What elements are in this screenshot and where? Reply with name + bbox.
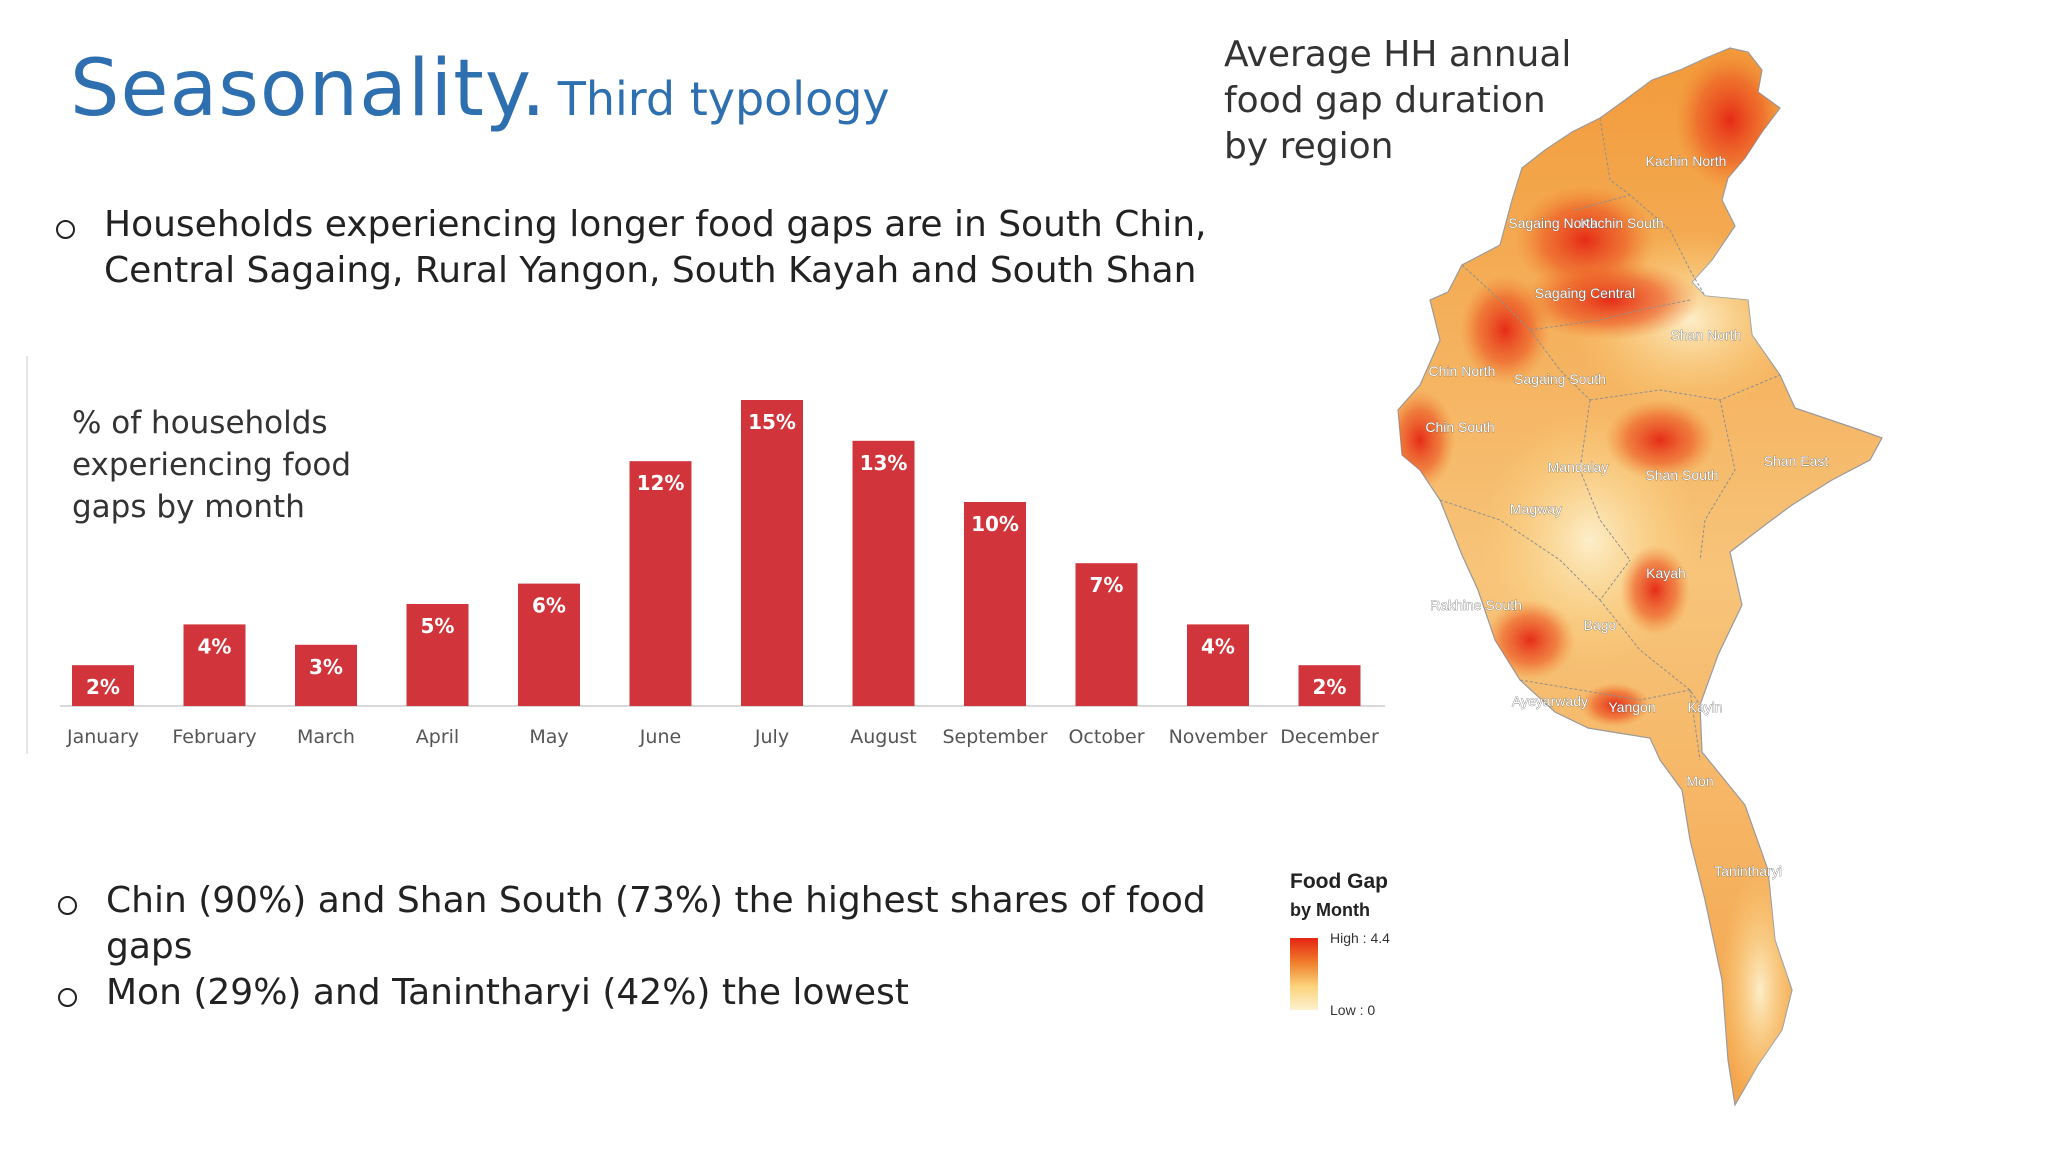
bar-february	[183, 624, 246, 706]
region-label-mon: Mon	[1686, 773, 1713, 789]
bullet-dot	[56, 220, 75, 239]
bar-december	[1298, 665, 1361, 706]
bar-value-label: 6%	[532, 594, 566, 618]
x-tick-label: July	[754, 726, 789, 748]
chart-left-border	[26, 356, 28, 754]
legend-color-ramp	[1290, 938, 1318, 1010]
bullet-highest-text: Chin (90%) and Shan South (73%) the high…	[106, 880, 1206, 967]
x-tick-label: August	[850, 726, 917, 748]
map-title-line-1: Average HH annual	[1224, 34, 1572, 75]
bar-november	[1187, 624, 1249, 706]
bullet-dot	[58, 896, 77, 915]
x-tick-label: January	[66, 726, 139, 748]
bullet-dot	[58, 988, 77, 1007]
region-label-bago: Bago	[1584, 617, 1617, 633]
region-label-tanintharyi: Tanintharyi	[1714, 863, 1782, 879]
map-title-line-2: food gap duration	[1224, 80, 1546, 121]
x-tick-label: June	[639, 726, 681, 748]
region-label-yangon: Yangon	[1608, 699, 1655, 715]
region-label-shan-north: Shan North	[1671, 327, 1742, 343]
region-label-sagaing-north: Sagaing North	[1508, 215, 1598, 231]
region-label-rakhine-south: Rakhine South	[1430, 597, 1522, 613]
bar-april	[406, 604, 469, 706]
region-label-sagaing-south: Sagaing South	[1514, 371, 1606, 387]
bar-value-label: 2%	[86, 675, 120, 699]
chart-caption: % of households experiencing food gaps b…	[72, 402, 351, 528]
x-tick-label: February	[172, 726, 256, 748]
bar-chart: 2% January 4% February 3% March 5% April 6% May 12…	[60, 400, 1385, 748]
bullet-top-text: Households experiencing longer food gaps…	[104, 204, 1207, 291]
bar-january	[72, 665, 134, 706]
title-main: Seasonality.	[70, 44, 547, 134]
bar-value-label: 7%	[1090, 573, 1124, 597]
chart-caption-line-2: experiencing food	[72, 447, 352, 483]
page-title: Seasonality. Third typology	[70, 44, 890, 134]
map-region-borders	[1439, 117, 1781, 761]
bar-june	[629, 461, 692, 706]
x-tick-label: November	[1169, 726, 1268, 748]
region-label-kachin-north: Kachin North	[1646, 153, 1727, 169]
bullet-top: Households experiencing longer food gaps…	[56, 202, 1286, 294]
map-heat-layer	[1398, 50, 1810, 1105]
bar-value-label: 15%	[748, 410, 796, 434]
bullet-highest: Chin (90%) and Shan South (73%) the high…	[58, 878, 1258, 970]
region-label-chin-south: Chin South	[1425, 419, 1494, 435]
bar-september	[964, 502, 1026, 706]
legend-title-line-1: Food Gap	[1290, 870, 1388, 893]
x-tick-label: October	[1068, 726, 1144, 748]
bar-value-label: 3%	[309, 655, 343, 679]
bar-august	[852, 440, 915, 706]
x-tick-label: September	[942, 726, 1047, 748]
x-tick-label: December	[1280, 726, 1379, 748]
region-label-kayah: Kayah	[1646, 565, 1686, 581]
region-label-shan-east: Shan East	[1764, 453, 1829, 469]
region-label-chin-north: Chin North	[1429, 363, 1496, 379]
legend-low-label: Low : 0	[1330, 1002, 1376, 1018]
region-label-kayin: Kayin	[1687, 699, 1722, 715]
bar-value-label: 4%	[1201, 634, 1235, 658]
bar-value-label: 12%	[637, 471, 685, 495]
bar-value-label: 10%	[971, 512, 1019, 536]
bullet-lowest-text: Mon (29%) and Tanintharyi (42%) the lowe…	[106, 972, 909, 1013]
x-tick-label: March	[297, 726, 355, 748]
title-subtitle: Third typology	[557, 72, 890, 126]
region-label-shan-south: Shan South	[1645, 467, 1718, 483]
legend-high-label: High : 4.4	[1330, 930, 1390, 946]
region-label-magway: Magway	[1510, 501, 1562, 517]
x-tick-label: April	[416, 726, 459, 748]
map-legend: Food Gap by Month High : 4.4 Low : 0	[1290, 870, 1390, 1018]
region-label-mandalay: Mandalay	[1548, 459, 1609, 475]
bar-value-label: 13%	[860, 451, 908, 475]
bar-value-label: 5%	[421, 614, 455, 638]
map-title: Average HH annual food gap duration by r…	[1224, 32, 1571, 170]
bar-may	[518, 583, 580, 706]
bar-value-label: 4%	[198, 634, 232, 658]
bar-value-label: 2%	[1313, 675, 1347, 699]
map-region-labels: Kachin North Kachin South Sagaing North …	[1425, 153, 1829, 880]
chart-caption-line-3: gaps by month	[72, 489, 305, 525]
map-title-line-3: by region	[1224, 126, 1394, 167]
region-label-sagaing-central: Sagaing Central	[1535, 285, 1635, 301]
bar-march	[295, 644, 357, 706]
bar-july	[741, 400, 803, 706]
myanmar-food-gap-map: Kachin North Kachin South Sagaing North …	[1397, 47, 1883, 1107]
region-label-kachin-south: Kachin South	[1580, 215, 1663, 231]
region-label-ayeyarwady: Ayeyarwady	[1512, 693, 1588, 709]
bar-october	[1075, 563, 1138, 706]
chart-caption-line-1: % of households	[72, 405, 328, 441]
x-tick-label: May	[529, 726, 568, 748]
bullet-lowest: Mon (29%) and Tanintharyi (42%) the lowe…	[58, 970, 1258, 1016]
legend-title-line-2: by Month	[1290, 900, 1370, 920]
